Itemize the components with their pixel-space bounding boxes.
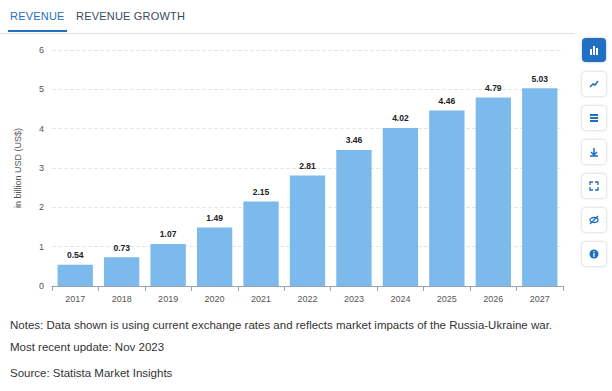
svg-text:1.07: 1.07 — [160, 229, 177, 239]
svg-text:1: 1 — [39, 242, 44, 252]
html-text:Source: Statista Market Insigh: Source: Statista Market Insights — [10, 367, 173, 379]
svg-text:2026: 2026 — [483, 294, 503, 304]
svg-text:0: 0 — [39, 281, 44, 291]
svg-text:5.03: 5.03 — [531, 74, 548, 84]
svg-text:2020: 2020 — [205, 294, 225, 304]
svg-text:3: 3 — [39, 163, 44, 173]
svg-text:4.46: 4.46 — [439, 96, 456, 106]
svg-text:0.54: 0.54 — [67, 250, 84, 260]
svg-text:1.49: 1.49 — [206, 213, 223, 223]
html-text:Notes: Data shown is using cur: Notes: Data shown is using current excha… — [10, 319, 552, 331]
svg-text:2019: 2019 — [158, 294, 178, 304]
svg-text:2.81: 2.81 — [299, 161, 316, 171]
html-text:REVENUE: REVENUE — [10, 10, 65, 22]
svg-text:4.02: 4.02 — [392, 113, 409, 123]
svg-text:6: 6 — [39, 45, 44, 55]
svg-text:2017: 2017 — [65, 294, 85, 304]
html-text:REVENUE GROWTH: REVENUE GROWTH — [76, 10, 186, 22]
svg-text:2022: 2022 — [297, 294, 317, 304]
svg-text:2025: 2025 — [437, 294, 457, 304]
svg-text:2021: 2021 — [251, 294, 271, 304]
svg-text:4: 4 — [39, 124, 44, 134]
svg-text:2027: 2027 — [530, 294, 550, 304]
html-text:Most recent update: Nov 2023: Most recent update: Nov 2023 — [10, 341, 165, 353]
svg-text:2: 2 — [39, 202, 44, 212]
svg-text:2024: 2024 — [390, 294, 410, 304]
svg-text:in billion USD (US$): in billion USD (US$) — [13, 128, 23, 208]
svg-text:4.79: 4.79 — [485, 83, 502, 93]
svg-text:2018: 2018 — [112, 294, 132, 304]
svg-text:5: 5 — [39, 84, 44, 94]
svg-text:2023: 2023 — [344, 294, 364, 304]
svg-text:0.73: 0.73 — [113, 243, 130, 253]
svg-text:3.46: 3.46 — [346, 135, 363, 145]
svg-text:2.15: 2.15 — [253, 187, 270, 197]
